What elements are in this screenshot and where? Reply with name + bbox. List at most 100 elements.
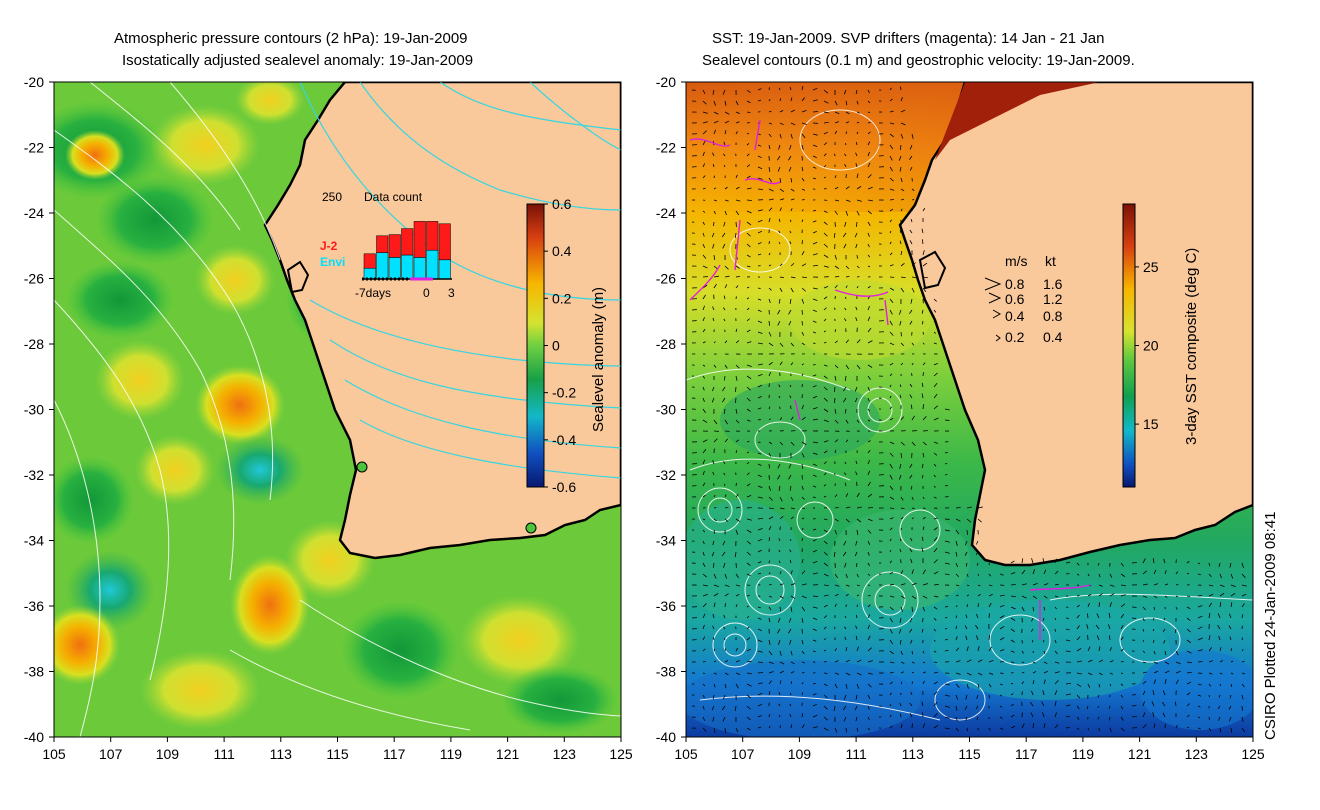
y-tick-label: -26 — [656, 271, 676, 287]
x-tick-label: 117 — [383, 746, 406, 762]
y-tick-label: -22 — [24, 140, 44, 156]
y-tick-label: -38 — [656, 664, 676, 680]
y-tick-label: -38 — [24, 664, 44, 680]
svg-text:0.8: 0.8 — [1005, 276, 1025, 292]
land-australia-right — [898, 82, 1253, 567]
y-tick-label: -34 — [656, 533, 676, 549]
x-tick-label: 117 — [1015, 746, 1038, 762]
ssh-contours — [686, 109, 1253, 721]
x-tick-label: 125 — [609, 746, 633, 762]
inset-bar-envi — [363, 267, 376, 280]
colorbar-tick-label: 25 — [1143, 259, 1159, 275]
y-tick-label: -26 — [24, 271, 44, 287]
x-tick-label: 123 — [553, 746, 577, 762]
tide-gauge-marker — [356, 461, 368, 473]
y-tick-label: -40 — [656, 729, 676, 745]
inset-x-label-start: -7days — [355, 286, 391, 300]
inset-bar-envi — [401, 254, 414, 280]
x-tick-label: 115 — [326, 746, 349, 762]
y-tick-label: -24 — [656, 205, 676, 221]
svp-drifter-tracks — [689, 119, 1091, 640]
inset-bar-j2 — [376, 235, 389, 253]
y-tick-label: -20 — [24, 74, 44, 90]
inset-bar-j2 — [388, 234, 401, 258]
x-tick-label: 121 — [1128, 746, 1152, 762]
x-tick-label: 111 — [213, 746, 234, 762]
left-map-panel — [54, 82, 621, 737]
y-tick-label: -22 — [656, 140, 676, 156]
shark-bay — [286, 260, 310, 294]
x-tick-label: 113 — [270, 746, 293, 762]
svg-text:1.6: 1.6 — [1043, 276, 1063, 292]
x-tick-label: 119 — [1072, 746, 1095, 762]
inset-legend-envi: Envi — [320, 255, 345, 269]
svg-text:0.2: 0.2 — [1005, 329, 1025, 345]
y-tick-label: -36 — [24, 598, 44, 614]
inset-bar-envi — [438, 259, 451, 280]
y-tick-label: -28 — [656, 336, 676, 352]
x-tick-label: 119 — [440, 746, 463, 762]
x-tick-label: 113 — [902, 746, 925, 762]
colorbar-tick-label: -0.6 — [552, 479, 576, 495]
left-axes: 105 107 109 111 113 115 117 119 121 123 125 -20 -22 -… — [24, 74, 633, 762]
left-title-line2: Isostatically adjusted sealevel anomaly:… — [122, 52, 474, 69]
anomaly-field — [54, 82, 620, 735]
velocity-legend-header-kt: kt — [1045, 253, 1056, 269]
y-tick-label: -24 — [24, 205, 44, 221]
inset-ymax-label: 250 — [322, 190, 342, 204]
y-tick-label: -34 — [24, 533, 44, 549]
y-tick-label: -40 — [24, 729, 44, 745]
sealevel-colorbar-label: Sealevel anomaly (m) — [590, 287, 607, 432]
colorbar-tick-label: 0.4 — [552, 243, 572, 259]
velocity-legend-row: 0.8 1.6 — [984, 276, 1063, 292]
inset-x-label-zero: 0 — [423, 286, 430, 300]
x-tick-label: 109 — [788, 746, 812, 762]
velocity-legend-header-ms: m/s — [1005, 253, 1028, 269]
x-tick-label: 105 — [674, 746, 698, 762]
svg-text:0.4: 0.4 — [1005, 308, 1025, 324]
inset-title: Data count — [364, 190, 423, 204]
tide-gauge-marker — [525, 522, 537, 534]
y-tick-label: -32 — [24, 467, 44, 483]
inset-bar-j2 — [401, 228, 414, 256]
x-tick-label: 121 — [496, 746, 520, 762]
sealevel-colorbar-ticks: 0.6 0.4 0.2 0 -0.2 -0.4 -0.6 — [544, 196, 576, 495]
inset-bar-envi — [388, 257, 401, 280]
y-tick-label: -32 — [656, 467, 676, 483]
x-tick-label: 107 — [99, 746, 123, 762]
sst-colorbar-ticks: 25 20 15 — [1135, 259, 1159, 432]
sst-colorbar-label: 3-day SST composite (deg C) — [1183, 248, 1200, 445]
x-tick-label: 111 — [845, 746, 866, 762]
svg-text:0.8: 0.8 — [1043, 308, 1063, 324]
data-count-inset: 250 Data count J-2 Envi -7days 0 3 — [320, 190, 455, 300]
inset-bar-envi — [376, 252, 389, 280]
colorbar-tick-label: -0.4 — [552, 432, 576, 448]
x-tick-label: 115 — [958, 746, 981, 762]
inset-x-label-end: 3 — [448, 286, 455, 300]
sst-colorbar — [1122, 203, 1136, 488]
velocity-legend: m/s kt 0.8 1.6 0.6 1.2 0.4 0.8 0.2 0.4 — [984, 253, 1063, 345]
right-map-panel — [686, 82, 1253, 737]
sea-contours-left — [54, 82, 621, 737]
svg-text:0.6: 0.6 — [1005, 291, 1025, 307]
y-tick-label: -20 — [656, 74, 676, 90]
right-axes: 105 107 109 111 113 115 117 119 121 123 125 -20 -22 -… — [656, 74, 1265, 762]
land-northwest-hot — [935, 82, 1100, 160]
y-tick-label: -28 — [24, 336, 44, 352]
inset-bar-j2 — [426, 221, 439, 251]
velocity-legend-row: 0.6 1.2 — [988, 291, 1063, 307]
colorbar-tick-label: 15 — [1143, 416, 1159, 432]
colorbar-tick-label: 0.2 — [552, 290, 572, 306]
x-tick-label: 107 — [731, 746, 755, 762]
colorbar-tick-label: -0.2 — [552, 385, 576, 401]
velocity-legend-row: 0.4 0.8 — [992, 308, 1063, 324]
colorbar-tick-label: 20 — [1143, 338, 1159, 354]
y-tick-label: -36 — [656, 598, 676, 614]
y-tick-label: -30 — [24, 402, 44, 418]
inset-bar-j2 — [363, 253, 376, 269]
inset-bar-j2 — [413, 221, 426, 258]
inset-bar-envi — [413, 257, 426, 280]
inset-bar-envi — [426, 249, 439, 280]
geostrophic-velocity-arrows — [691, 86, 1247, 733]
